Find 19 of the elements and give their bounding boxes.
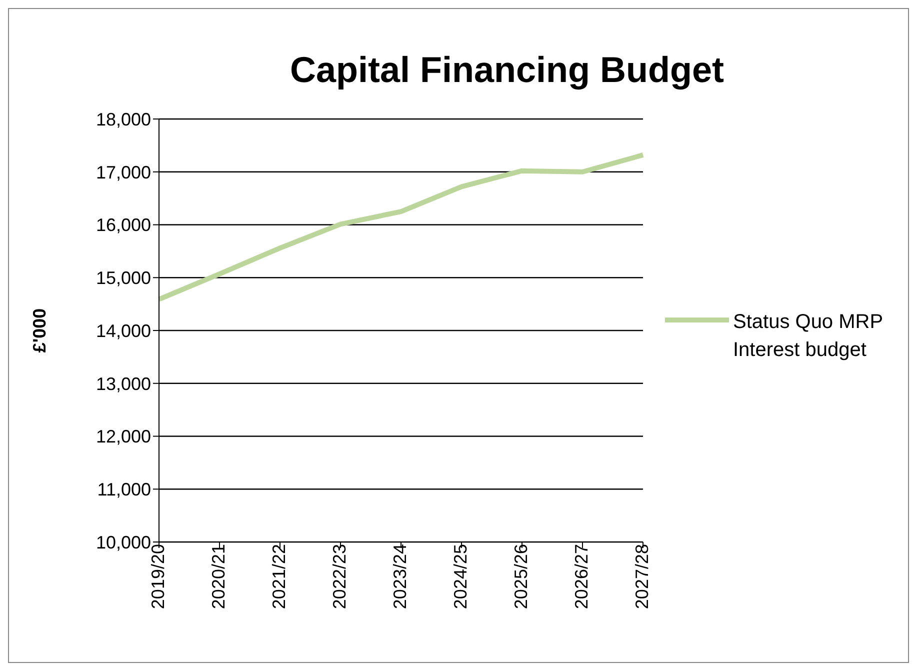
y-tick-label: 16,000 (96, 215, 151, 236)
x-tick-label: 2021/22 (268, 544, 289, 610)
y-axis-title: £'000 (29, 308, 50, 353)
y-tick-label: 12,000 (96, 426, 151, 447)
x-tick-label: 2023/24 (390, 544, 410, 610)
x-tick-label: 2022/23 (329, 544, 350, 610)
x-tick-label: 2026/27 (571, 544, 592, 610)
x-tick-label: 2024/25 (450, 544, 470, 610)
x-tick-label: 2020/21 (208, 544, 228, 610)
chart-title: Capital Financing Budget (288, 49, 725, 91)
y-tick-label: 18,000 (96, 109, 151, 130)
x-tick-label: 2027/28 (632, 544, 652, 610)
x-tick-label: 2025/26 (510, 544, 531, 610)
y-tick-label: 14,000 (96, 320, 151, 341)
legend-label: Status Quo MRP Interest budget (733, 310, 884, 362)
y-tick-label: 11,000 (97, 480, 151, 500)
y-tick-label: 17,000 (96, 162, 151, 182)
y-tick-label: 13,000 (96, 374, 151, 394)
y-tick-label: 15,000 (96, 268, 151, 288)
